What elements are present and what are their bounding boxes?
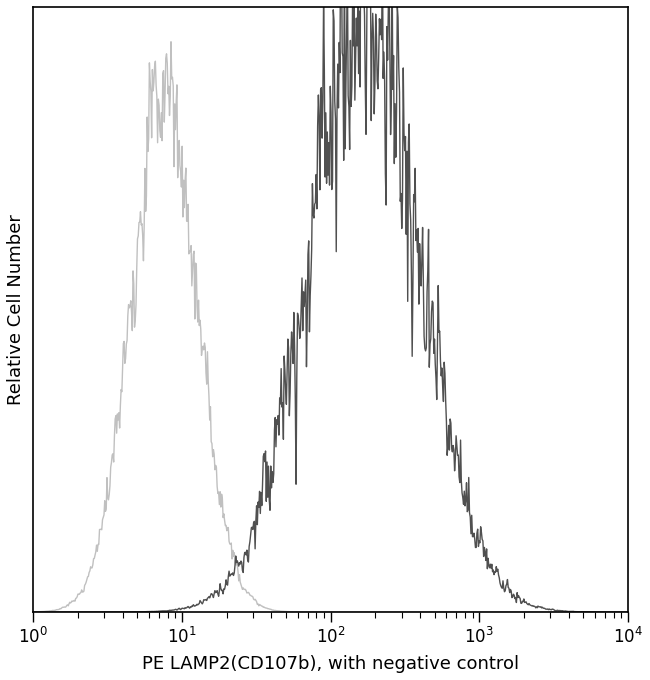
Y-axis label: Relative Cell Number: Relative Cell Number: [7, 214, 25, 405]
X-axis label: PE LAMP2(CD107b), with negative control: PE LAMP2(CD107b), with negative control: [142, 655, 519, 673]
